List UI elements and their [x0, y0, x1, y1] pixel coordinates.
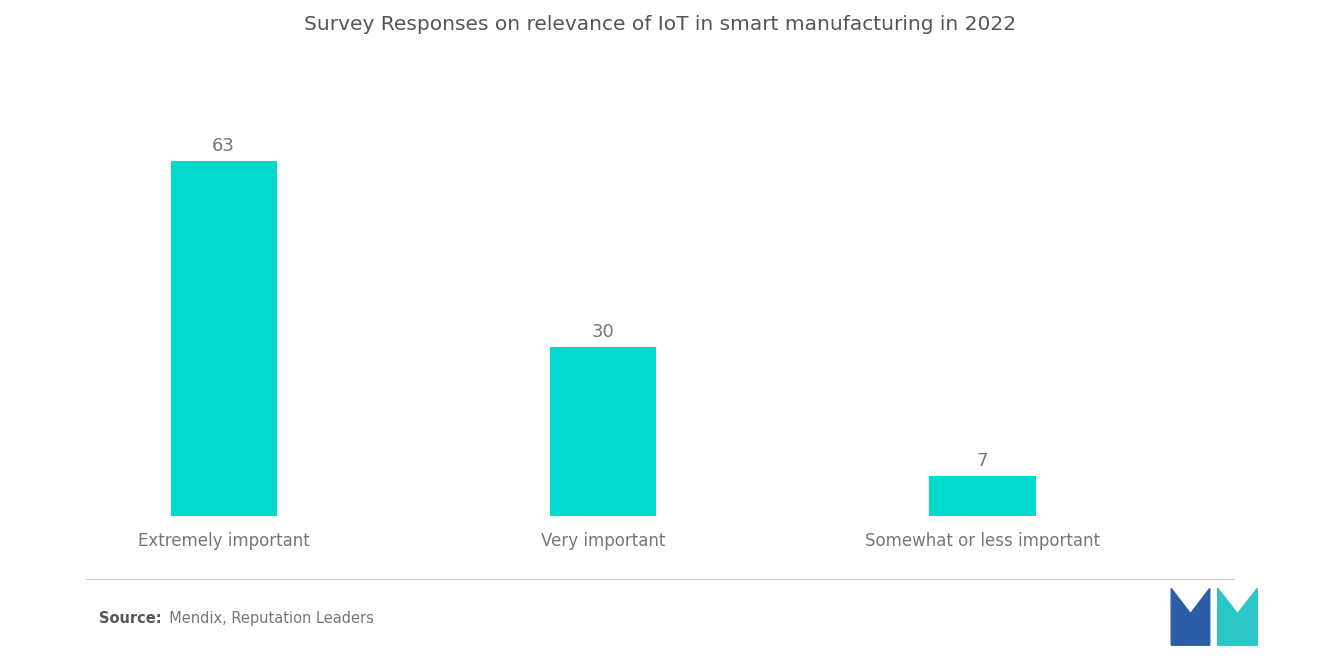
Text: Mendix, Reputation Leaders: Mendix, Reputation Leaders — [160, 611, 374, 626]
Title: Survey Responses on relevance of IoT in smart manufacturing in 2022: Survey Responses on relevance of IoT in … — [304, 15, 1016, 34]
Text: 63: 63 — [213, 137, 235, 155]
Polygon shape — [1217, 589, 1257, 645]
Bar — [929, 476, 1036, 515]
Bar — [170, 160, 277, 515]
Polygon shape — [1171, 589, 1209, 645]
Text: 7: 7 — [977, 452, 989, 471]
Text: Source:: Source: — [99, 611, 161, 626]
Text: 30: 30 — [591, 323, 615, 341]
Bar — [550, 346, 656, 515]
